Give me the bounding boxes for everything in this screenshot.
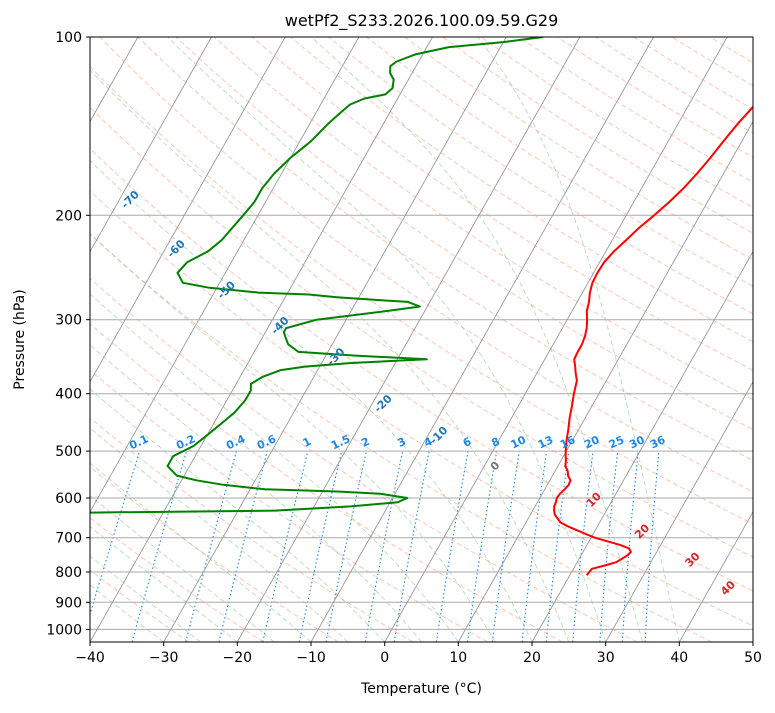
y-tick-label: 200 [55, 208, 82, 224]
x-axis-label: Temperature (°C) [360, 681, 482, 697]
y-tick-label: 100 [55, 30, 82, 46]
y-tick-label: 500 [55, 444, 82, 460]
x-tick-label: 10 [449, 650, 467, 666]
y-tick-label: 800 [55, 565, 82, 581]
x-tick-label: 0 [380, 650, 389, 666]
y-tick-label: 1000 [46, 622, 82, 638]
x-tick-label: −30 [149, 650, 179, 666]
y-axis-label: Pressure (hPa) [12, 289, 28, 389]
x-tick-label: 20 [523, 650, 541, 666]
y-tick-label: 600 [55, 491, 82, 507]
chart-title: wetPf2_S233.2026.100.09.59.G29 [285, 11, 559, 31]
y-tick-label: 400 [55, 387, 82, 403]
y-tick-label: 900 [55, 595, 82, 611]
x-tick-label: 40 [670, 650, 688, 666]
y-tick-label: 300 [55, 313, 82, 329]
x-tick-label: −40 [75, 650, 105, 666]
x-tick-label: −20 [223, 650, 253, 666]
x-tick-label: 30 [597, 650, 615, 666]
y-tick-label: 700 [55, 531, 82, 547]
x-tick-label: −10 [296, 650, 326, 666]
x-tick-label: 50 [744, 650, 762, 666]
